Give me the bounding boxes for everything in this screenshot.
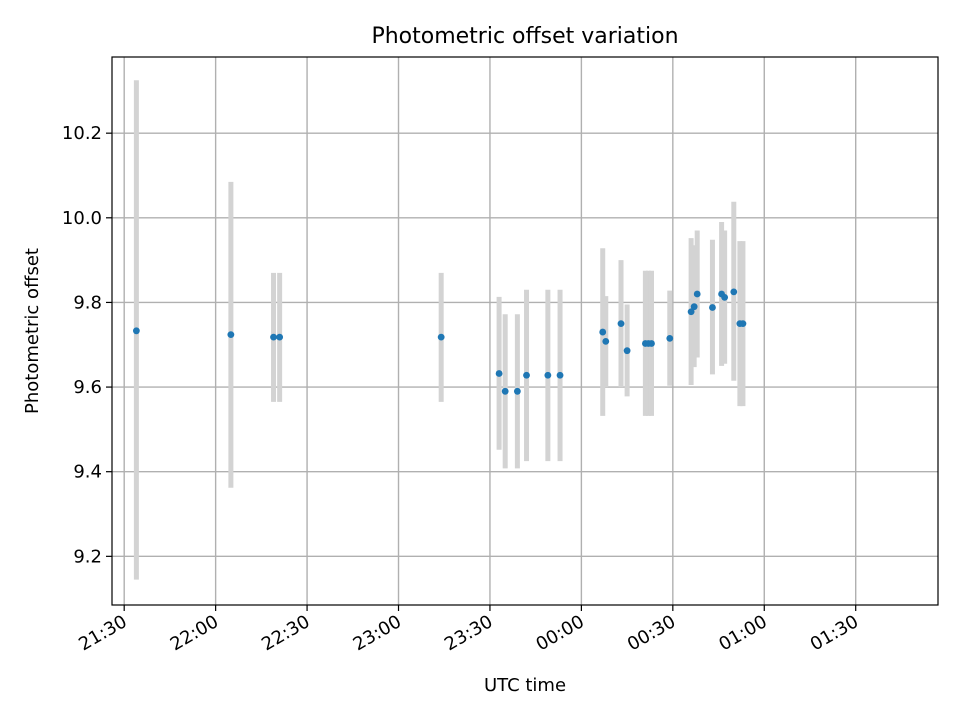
y-tick-label: 9.8 xyxy=(73,292,102,313)
x-tick-label: 22:30 xyxy=(258,611,313,655)
data-point xyxy=(544,371,552,379)
data-point xyxy=(617,320,625,327)
data-point xyxy=(648,340,655,347)
x-tick-label: 21:30 xyxy=(75,611,130,655)
data-point xyxy=(666,335,674,342)
data-point xyxy=(513,387,521,395)
data-point xyxy=(556,371,564,379)
y-tick-label: 10.0 xyxy=(62,208,102,229)
data-point xyxy=(739,320,747,327)
x-axis-title: UTC time xyxy=(484,675,566,696)
data-point xyxy=(132,327,140,335)
x-tick-label: 00:00 xyxy=(532,611,587,655)
grid xyxy=(112,57,938,605)
x-tick-label: 01:30 xyxy=(807,611,862,655)
data-point xyxy=(709,304,716,311)
data-point xyxy=(602,337,610,345)
plot-frame xyxy=(111,56,939,606)
data-point xyxy=(495,370,503,377)
y-tick-label: 9.4 xyxy=(73,462,102,483)
data-point xyxy=(623,347,631,355)
data-point xyxy=(721,293,729,301)
data-point xyxy=(227,331,235,338)
data-point xyxy=(687,308,695,316)
y-tick-label: 9.6 xyxy=(73,377,102,398)
data-point xyxy=(730,288,738,296)
data-points xyxy=(132,288,747,395)
data-point xyxy=(437,333,445,341)
y-axis-title: Photometric offset xyxy=(22,248,43,414)
data-point xyxy=(501,387,509,395)
chart-title: Photometric offset variation xyxy=(371,24,678,49)
x-tick-label: 01:00 xyxy=(715,611,770,655)
data-point xyxy=(693,290,701,298)
data-point xyxy=(270,333,277,341)
data-point xyxy=(523,371,530,379)
x-tick-label: 22:00 xyxy=(167,611,222,655)
data-point xyxy=(690,303,698,311)
y-tick-label: 10.2 xyxy=(62,123,102,144)
data-point xyxy=(276,333,284,341)
y-tick-label: 9.2 xyxy=(73,546,102,567)
data-point xyxy=(599,328,607,336)
x-tick-label: 23:30 xyxy=(441,611,496,655)
error-bars xyxy=(133,80,746,580)
x-tick-label: 23:00 xyxy=(350,611,405,655)
x-tick-label: 00:30 xyxy=(624,611,679,655)
